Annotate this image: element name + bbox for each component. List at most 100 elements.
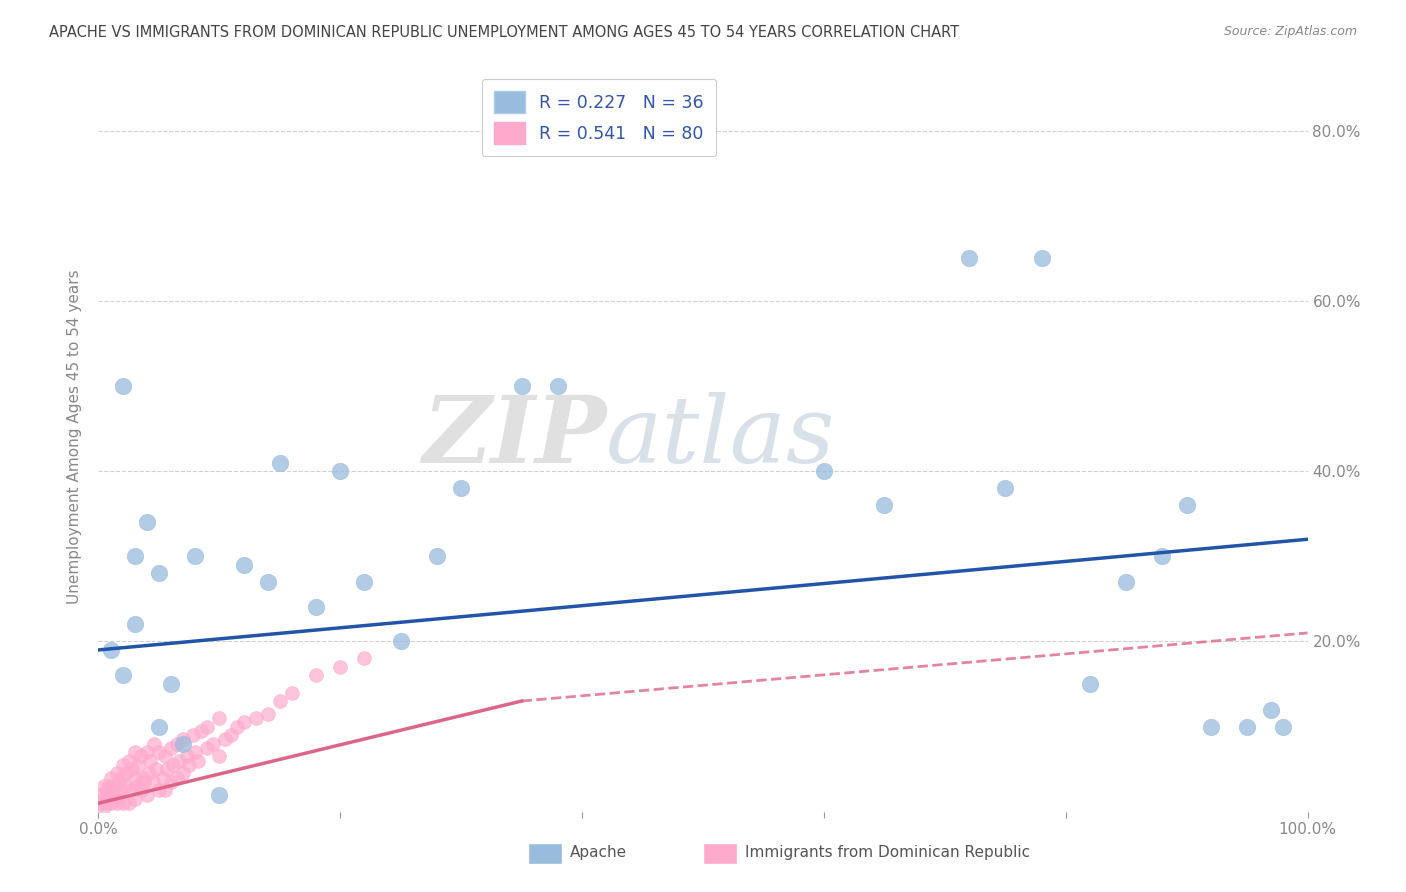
Point (143, 737, 166, 751)
Point (1078, 677, 1101, 691)
Point (148, 783, 170, 797)
Point (148, 720, 170, 734)
Point (994, 481, 1017, 495)
Point (91, 788, 114, 802)
Point (1272, 720, 1295, 734)
Point (91, 792, 114, 806)
Point (103, 779, 125, 793)
Point (957, 252, 980, 266)
Point (179, 758, 201, 772)
Point (181, 728, 204, 742)
Point (1260, 702, 1282, 716)
Point (107, 788, 129, 802)
Point (1115, 574, 1137, 589)
Text: atlas: atlas (606, 392, 835, 482)
Point (101, 788, 124, 802)
Point (93, 800, 115, 814)
Point (329, 660, 352, 674)
Point (153, 783, 176, 797)
Text: Immigrants from Dominican Republic: Immigrants from Dominican Republic (745, 846, 1031, 861)
FancyBboxPatch shape (527, 843, 561, 864)
Point (195, 740, 218, 755)
Point (124, 549, 146, 564)
Point (305, 600, 328, 615)
Point (305, 668, 328, 682)
Point (135, 788, 157, 802)
Point (1175, 498, 1198, 512)
Point (100, 796, 122, 810)
Point (124, 792, 146, 806)
Point (90, 796, 112, 810)
Point (353, 651, 375, 665)
Point (281, 685, 304, 699)
Text: ZIP: ZIP (422, 392, 606, 482)
Point (93, 779, 115, 793)
Point (100, 643, 122, 657)
Point (153, 749, 176, 764)
Point (208, 711, 231, 725)
Point (1031, 252, 1053, 266)
Point (118, 754, 141, 768)
Point (105, 796, 128, 810)
Point (190, 723, 212, 738)
Point (115, 766, 138, 780)
Point (450, 481, 472, 495)
Point (510, 379, 533, 393)
FancyBboxPatch shape (703, 843, 737, 864)
Point (148, 566, 170, 581)
Point (148, 745, 170, 759)
Point (139, 754, 162, 768)
Point (121, 762, 143, 776)
Point (145, 762, 167, 776)
Point (138, 766, 160, 780)
Point (176, 749, 198, 764)
Point (104, 792, 127, 806)
Point (111, 379, 134, 393)
Legend: R = 0.227   N = 36, R = 0.541   N = 80: R = 0.227 N = 36, R = 0.541 N = 80 (482, 78, 716, 156)
Point (1236, 720, 1258, 734)
Point (142, 775, 165, 789)
Point (132, 771, 155, 785)
Text: Source: ZipAtlas.com: Source: ZipAtlas.com (1223, 25, 1357, 38)
Point (184, 745, 207, 759)
Point (269, 694, 291, 708)
Point (98, 779, 121, 793)
Point (127, 779, 149, 793)
Point (256, 706, 278, 721)
Point (162, 758, 184, 772)
Point (1152, 549, 1174, 564)
Point (97, 788, 120, 802)
Point (184, 549, 207, 564)
Point (256, 574, 278, 589)
Point (160, 740, 183, 755)
Point (135, 515, 157, 529)
Point (232, 715, 254, 730)
Point (129, 749, 152, 764)
Point (166, 771, 188, 785)
Point (166, 737, 188, 751)
Point (208, 749, 231, 764)
Point (232, 558, 254, 572)
Point (124, 771, 146, 785)
Point (160, 775, 183, 789)
Point (124, 617, 146, 632)
Point (172, 766, 194, 780)
Point (160, 677, 183, 691)
Point (156, 762, 179, 776)
Point (221, 728, 243, 742)
Point (114, 779, 136, 793)
Point (120, 783, 142, 797)
Point (329, 464, 352, 478)
Point (96, 783, 118, 797)
Point (353, 574, 375, 589)
Point (172, 737, 194, 751)
Text: Apache: Apache (569, 846, 627, 861)
Point (208, 788, 231, 802)
Text: APACHE VS IMMIGRANTS FROM DOMINICAN REPUBLIC UNEMPLOYMENT AMONG AGES 45 TO 54 YE: APACHE VS IMMIGRANTS FROM DOMINICAN REPU… (49, 25, 959, 40)
Point (94, 796, 117, 810)
Point (129, 783, 152, 797)
Point (873, 498, 896, 512)
Point (187, 754, 209, 768)
Point (1199, 720, 1222, 734)
Point (226, 720, 249, 734)
